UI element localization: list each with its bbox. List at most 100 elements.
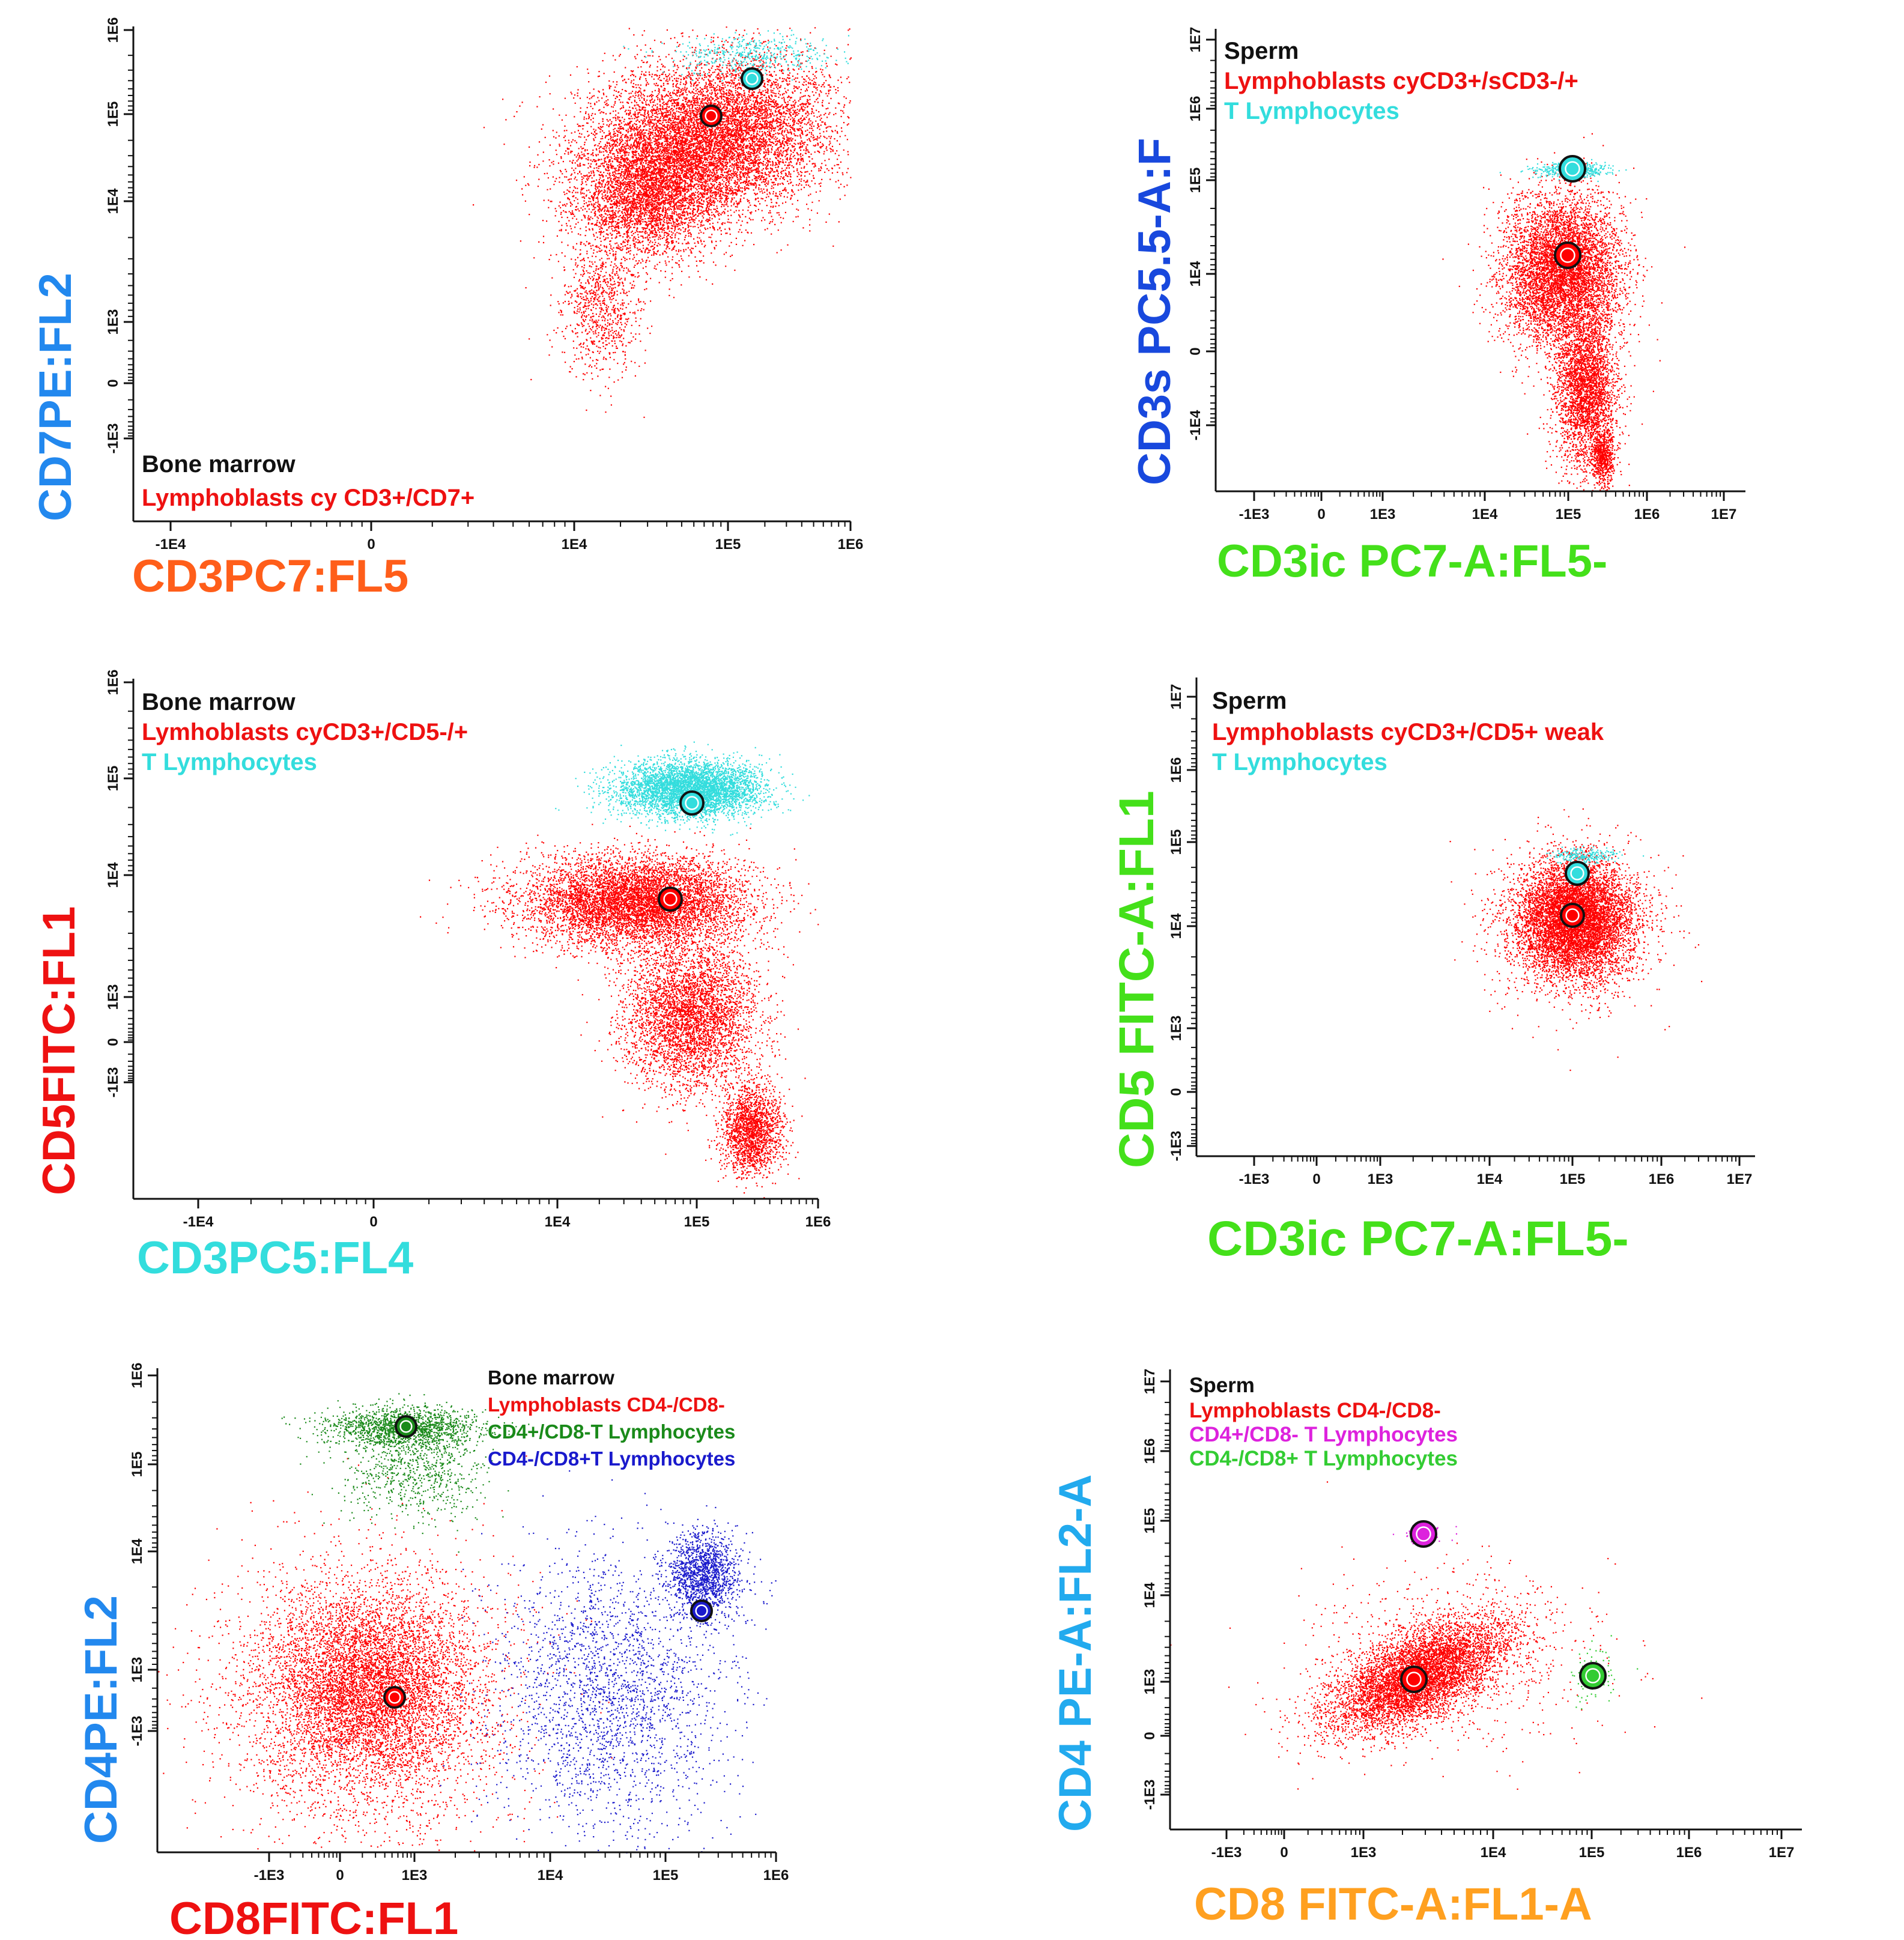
y-tick-label: 1E3 <box>1142 1669 1158 1695</box>
x-tick-label: 1E5 <box>653 1867 679 1884</box>
legend-entry: T Lymphocytes <box>1224 98 1399 124</box>
legend-entry: CD4-/CD8+T Lymphocytes <box>488 1447 735 1470</box>
y-tick-label: 1E6 <box>129 1363 145 1389</box>
y-axis-title: CD4PE:FL2 <box>76 1595 127 1844</box>
y-tick-label: -1E3 <box>105 1067 121 1098</box>
y-tick-label: 1E6 <box>1187 96 1204 122</box>
x-tick-label: 0 <box>336 1867 344 1884</box>
scatter-points-layer <box>158 26 1703 1854</box>
legend-entry: Lymphoblasts cyCD3+/sCD3-/+ <box>1224 68 1578 94</box>
series-centroid-marker-1 <box>1400 1666 1428 1693</box>
legend-entry: Bone marrow <box>488 1366 614 1389</box>
series-points-3 <box>1571 1635 1639 1710</box>
text-panel-4: -1E3 0 1E3 1E4 1E5 1E6 1E7 1E7 1E6 1E5 1E4 1E3 0 -1E3… <box>1109 684 1752 1266</box>
series-centroid-ring-1 <box>663 892 678 906</box>
series-centroid-marker-2 <box>395 1415 417 1438</box>
series-centroid-marker-1 <box>700 105 723 127</box>
text-panel-2: -1E3 0 1E3 1E4 1E5 1E6 1E7 1E7 1E6 1E5 1E4 0 -1E4 Spe… <box>1129 27 1736 587</box>
text-panel-6: -1E3 0 1E3 1E4 1E5 1E6 1E7 1E7 1E6 1E5 1E4 1E3 0 -1E3… <box>1050 1369 1794 1930</box>
x-tick-label: 1E5 <box>684 1214 710 1230</box>
x-tick-label: 1E3 <box>402 1867 428 1884</box>
series-centroid-ring-1 <box>388 1691 401 1704</box>
text-panel-1: -1E4 0 1E4 1E5 1E6 1E6 1E5 1E4 1E3 0 -1E3 Bone marr… <box>30 17 863 602</box>
series-centroid-marker-2 <box>741 67 763 90</box>
series-centroid-ring-3 <box>1585 1668 1601 1684</box>
series-centroid-marker-2 <box>679 790 705 816</box>
legend-entry: CD4+/CD8- T Lymphocytes <box>1189 1423 1458 1446</box>
series-points-2 <box>555 741 810 836</box>
series-centroid-ring-2 <box>399 1420 413 1433</box>
y-axis-title: CD4 PE-A:FL2-A <box>1050 1475 1101 1832</box>
x-tick-label: -1E3 <box>1239 1171 1270 1187</box>
scatter-panel-2 <box>1442 133 1686 493</box>
y-tick-label: 1E5 <box>105 766 121 792</box>
x-axis-title: CD8FITC:FL1 <box>169 1893 458 1940</box>
y-axis-title: CD7PE:FL2 <box>30 273 81 521</box>
x-tick-label: 1E4 <box>562 536 587 553</box>
legend-entry: Bone marrow <box>142 451 296 477</box>
x-tick-label: -1E4 <box>183 1214 214 1230</box>
y-tick-label: 1E4 <box>1142 1582 1158 1608</box>
legend-entry: Lymphoblasts CD4-/CD8- <box>488 1393 725 1416</box>
y-tick-label: 1E7 <box>1142 1369 1158 1395</box>
series-centroid-ring-2 <box>1565 161 1580 177</box>
scatter-panel-1 <box>473 26 852 418</box>
x-tick-label: 1E5 <box>1560 1171 1586 1187</box>
axes-panel-6 <box>1160 1369 1802 1839</box>
x-tick-label: 1E5 <box>1579 1845 1605 1861</box>
x-tick-label: 1E4 <box>538 1867 563 1884</box>
series-centroid-marker-1 <box>1554 241 1581 269</box>
x-axis-title: CD8 FITC-A:FL1-A <box>1194 1879 1592 1930</box>
y-tick-label: 0 <box>105 1038 121 1046</box>
y-tick-label: 1E5 <box>1142 1508 1158 1534</box>
series-centroid-ring-1 <box>705 109 718 123</box>
x-tick-label: -1E3 <box>1211 1845 1242 1861</box>
legend-entry: Lymphoblasts cyCD3+/CD5+ weak <box>1212 719 1604 745</box>
legend-entry: Sperm <box>1224 38 1299 64</box>
x-tick-label: 1E5 <box>715 536 741 553</box>
series-centroid-ring-2 <box>745 72 759 85</box>
x-tick-label: -1E4 <box>156 536 186 553</box>
x-tick-label: 1E7 <box>1769 1845 1795 1861</box>
x-tick-label: 1E6 <box>805 1214 831 1230</box>
scatter-panel-4 <box>1449 808 1703 1072</box>
series-centroid-marker-1 <box>383 1686 406 1709</box>
x-axis-title: CD3PC7:FL5 <box>132 551 408 602</box>
series-points-1 <box>473 26 852 418</box>
y-tick-label: 1E4 <box>129 1538 145 1564</box>
series-points-2 <box>1546 845 1645 866</box>
series-centroid-marker-1 <box>1560 903 1585 928</box>
x-tick-label: 1E6 <box>838 536 864 553</box>
y-tick-label: 0 <box>1187 347 1204 355</box>
x-tick-label: 1E4 <box>1477 1171 1503 1187</box>
y-tick-label: 1E5 <box>105 102 121 127</box>
series-centroid-marker-2 <box>1559 155 1586 183</box>
series-centroid-ring-2 <box>1416 1526 1431 1542</box>
y-tick-label: 1E4 <box>1168 913 1184 939</box>
legend-entry: Lymhoblasts cyCD3+/CD5-/+ <box>142 719 468 745</box>
y-tick-label: 1E7 <box>1187 27 1204 53</box>
series-points-2 <box>623 29 850 89</box>
axes-panel-3 <box>124 679 819 1208</box>
legend-entry: Sperm <box>1212 688 1287 714</box>
series-centroid-ring-2 <box>685 796 699 810</box>
y-tick-label: 1E6 <box>105 17 121 43</box>
y-tick-label: 1E4 <box>1187 261 1204 286</box>
series-centroid-ring-1 <box>1406 1672 1422 1687</box>
series-points-1 <box>1442 133 1686 493</box>
x-tick-label: 0 <box>1312 1171 1320 1187</box>
y-tick-label: 1E6 <box>1168 757 1184 783</box>
y-tick-label: 1E3 <box>129 1657 145 1683</box>
y-tick-label: 1E5 <box>129 1452 145 1478</box>
y-tick-label: 1E5 <box>1168 829 1184 855</box>
y-tick-label: 0 <box>1168 1088 1184 1096</box>
x-axis-title: CD3ic PC7-A:FL5- <box>1217 536 1607 587</box>
text-panel-3: -1E4 0 1E4 1E5 1E6 1E6 1E5 1E4 1E3 0 -1E3 Bone marr… <box>34 670 831 1284</box>
x-tick-label: 1E6 <box>1649 1171 1675 1187</box>
x-tick-label: 1E6 <box>1676 1845 1702 1861</box>
legend-entry: CD4-/CD8+ T Lymphocytes <box>1189 1447 1458 1470</box>
axes-layer <box>124 26 1802 1862</box>
y-tick-label: 1E4 <box>105 862 121 888</box>
y-axis-title: CD5FITC:FL1 <box>34 906 85 1195</box>
